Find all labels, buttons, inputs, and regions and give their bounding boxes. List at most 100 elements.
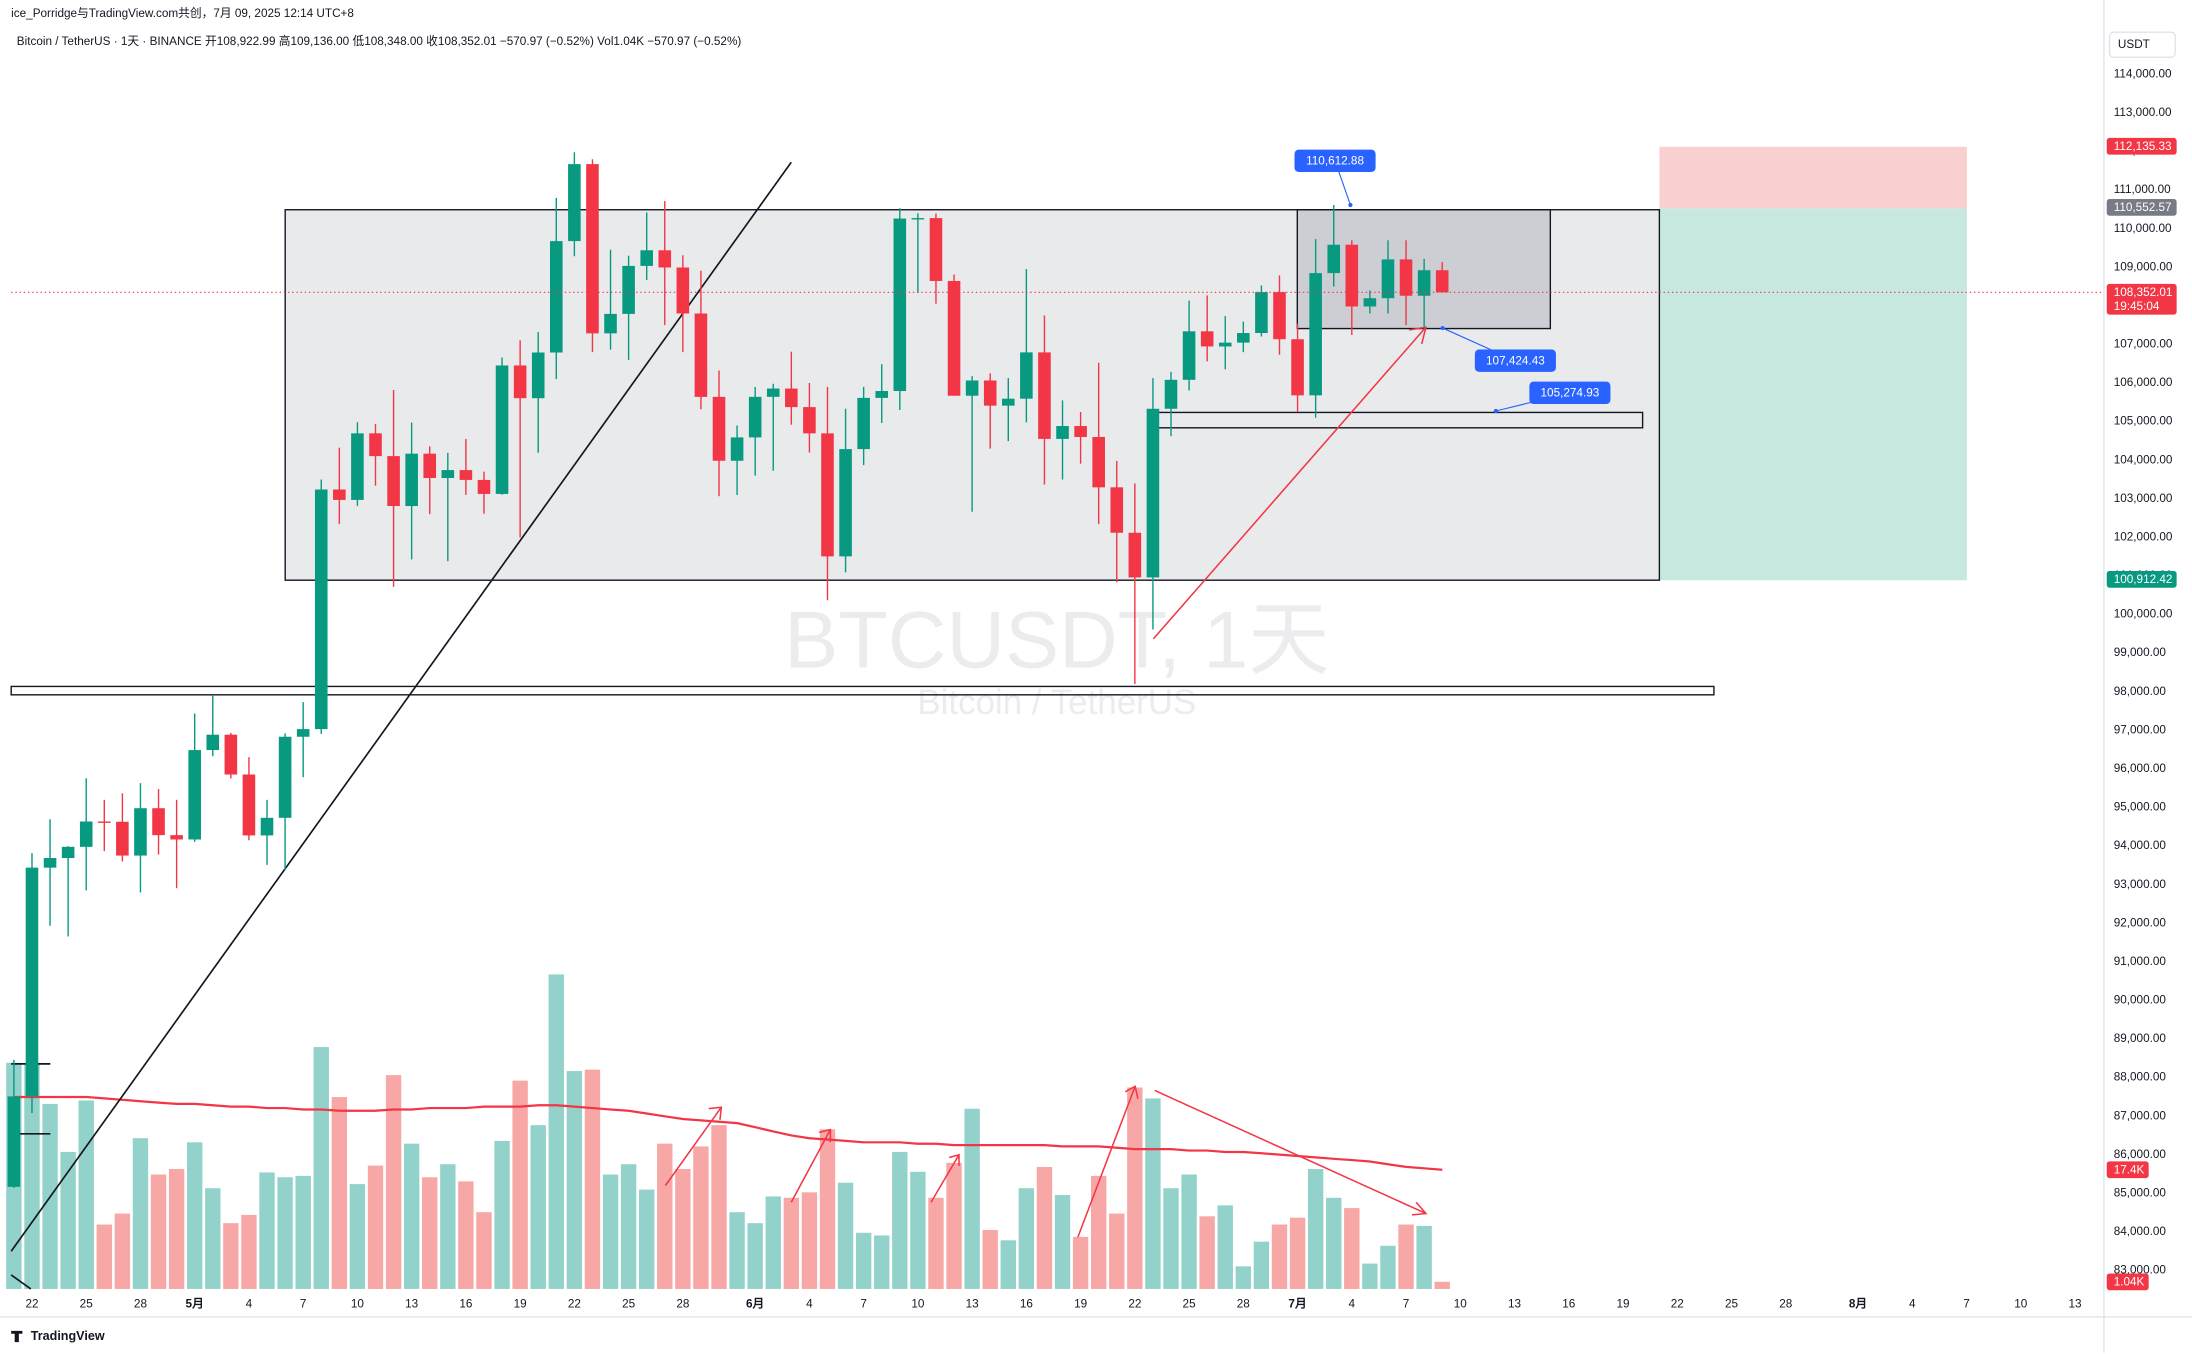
price-label-box bbox=[2106, 137, 2177, 155]
volume-bar bbox=[114, 1213, 131, 1289]
callout-box bbox=[1529, 381, 1611, 405]
volume-bar bbox=[1235, 1266, 1252, 1289]
volume-ma-line bbox=[13, 1095, 1443, 1171]
y-tick-label: 113,000.00 bbox=[2114, 106, 2172, 119]
candle-body bbox=[495, 365, 509, 494]
arrow bbox=[790, 1128, 832, 1203]
volume-bar bbox=[1127, 1087, 1143, 1289]
candle-body bbox=[260, 817, 274, 836]
candle-body bbox=[459, 470, 473, 480]
volume-bar bbox=[548, 974, 564, 1289]
volume-bar bbox=[422, 1177, 438, 1289]
candle-body bbox=[604, 313, 617, 334]
arrow bbox=[1154, 1089, 1428, 1216]
candle-body bbox=[278, 736, 292, 818]
candle-body bbox=[170, 835, 183, 840]
volume-bar bbox=[602, 1174, 619, 1289]
candle-body bbox=[387, 456, 400, 507]
volume-bar bbox=[512, 1080, 528, 1289]
candle-body bbox=[1200, 331, 1214, 347]
volume-bar bbox=[620, 1164, 637, 1289]
candle-body bbox=[1255, 292, 1268, 334]
price-label: 108,352.01 bbox=[2114, 286, 2173, 299]
x-tick-label: 13 bbox=[2068, 1297, 2082, 1310]
volume-bar bbox=[1072, 1236, 1089, 1289]
arrow bbox=[664, 1106, 723, 1186]
volume-label-box bbox=[2106, 1273, 2149, 1291]
volume-bar bbox=[1253, 1241, 1270, 1289]
x-tick-label: 4 bbox=[246, 1297, 253, 1310]
volume-bar bbox=[765, 1196, 781, 1289]
x-tick-label: 7 bbox=[1403, 1297, 1410, 1310]
candle-body bbox=[586, 164, 599, 334]
y-tick-label: 89,000.00 bbox=[2114, 1032, 2167, 1045]
candle-body bbox=[134, 808, 147, 856]
watermark-name: Bitcoin / TetherUS bbox=[917, 683, 1196, 722]
y-tick-label: 96,000.00 bbox=[2114, 762, 2167, 775]
y-tick-label: 100,000.00 bbox=[2114, 608, 2173, 621]
trend-line bbox=[10, 161, 792, 1252]
x-tick-label: 19 bbox=[1074, 1297, 1087, 1310]
volume-bar bbox=[1362, 1263, 1378, 1289]
y-tick-label: 111,000.00 bbox=[2114, 183, 2171, 196]
volume-bar bbox=[1434, 1281, 1450, 1289]
x-tick-label: 22 bbox=[25, 1297, 38, 1310]
price-label-box bbox=[2106, 283, 2177, 315]
candle-body bbox=[1381, 259, 1395, 299]
candle-body bbox=[206, 734, 220, 751]
volume-bar bbox=[982, 1230, 998, 1289]
candle-body bbox=[875, 391, 889, 398]
candle-body bbox=[785, 388, 798, 408]
candle-body bbox=[1110, 487, 1124, 533]
candle-body bbox=[1345, 244, 1359, 307]
volume-bar bbox=[837, 1182, 854, 1289]
x-tick-label: 22 bbox=[1671, 1297, 1684, 1310]
candle-body bbox=[98, 821, 111, 823]
volume-bar bbox=[747, 1223, 763, 1289]
logo-icon bbox=[11, 1330, 23, 1343]
volume-bar bbox=[96, 1224, 112, 1289]
price-label: 110,552.57 bbox=[2114, 201, 2172, 214]
candle-body bbox=[1128, 532, 1142, 578]
x-tick-label: 6月 bbox=[746, 1297, 764, 1310]
candle-body bbox=[1435, 270, 1449, 293]
x-tick-label: 8月 bbox=[1849, 1297, 1867, 1310]
candle-body bbox=[803, 407, 816, 434]
volume-bar bbox=[1163, 1188, 1179, 1289]
volume-bar bbox=[403, 1143, 420, 1289]
volume-bar bbox=[458, 1181, 474, 1289]
y-tick-label: 104,000.00 bbox=[2114, 453, 2173, 466]
volume-bar bbox=[1344, 1208, 1360, 1289]
volume-bar bbox=[1181, 1174, 1197, 1289]
arrow bbox=[1152, 326, 1427, 640]
volume-bar bbox=[1398, 1224, 1414, 1289]
countdown: 19:45:04 bbox=[2114, 300, 2160, 313]
candle-body bbox=[224, 734, 238, 775]
volume-bar bbox=[1199, 1216, 1215, 1289]
x-tick-label: 13 bbox=[405, 1297, 419, 1310]
volume-bar bbox=[60, 1151, 76, 1289]
candle-body bbox=[1399, 259, 1413, 296]
volume-bar bbox=[1326, 1197, 1342, 1289]
x-tick-label: 4 bbox=[1349, 1297, 1356, 1310]
trend-line bbox=[10, 1274, 32, 1290]
y-tick-label: 84,000.00 bbox=[2114, 1225, 2167, 1238]
overlay: 110,612.88 107,424.43 105,274.93 bbox=[11, 149, 2104, 414]
volume-bar bbox=[1217, 1205, 1233, 1289]
volume-bar bbox=[711, 1125, 727, 1289]
volume-bar bbox=[187, 1142, 203, 1289]
volume-bar bbox=[675, 1169, 691, 1289]
volume-bar bbox=[367, 1165, 384, 1289]
y-tick-label: 110,000.00 bbox=[2114, 222, 2172, 235]
x-tick-label: 7 bbox=[860, 1297, 867, 1310]
y-tick-label: 85,000.00 bbox=[2114, 1187, 2167, 1200]
candle-body bbox=[1038, 352, 1051, 439]
candle-body bbox=[983, 380, 997, 406]
candle-body bbox=[116, 821, 129, 856]
target-zone bbox=[1659, 208, 1967, 581]
candle-body bbox=[25, 867, 39, 1097]
y-tick-label: 90,000.00 bbox=[2114, 994, 2167, 1007]
candle-body bbox=[369, 433, 382, 457]
y-tick-label: 103,000.00 bbox=[2114, 492, 2173, 505]
candle-body bbox=[550, 241, 563, 353]
